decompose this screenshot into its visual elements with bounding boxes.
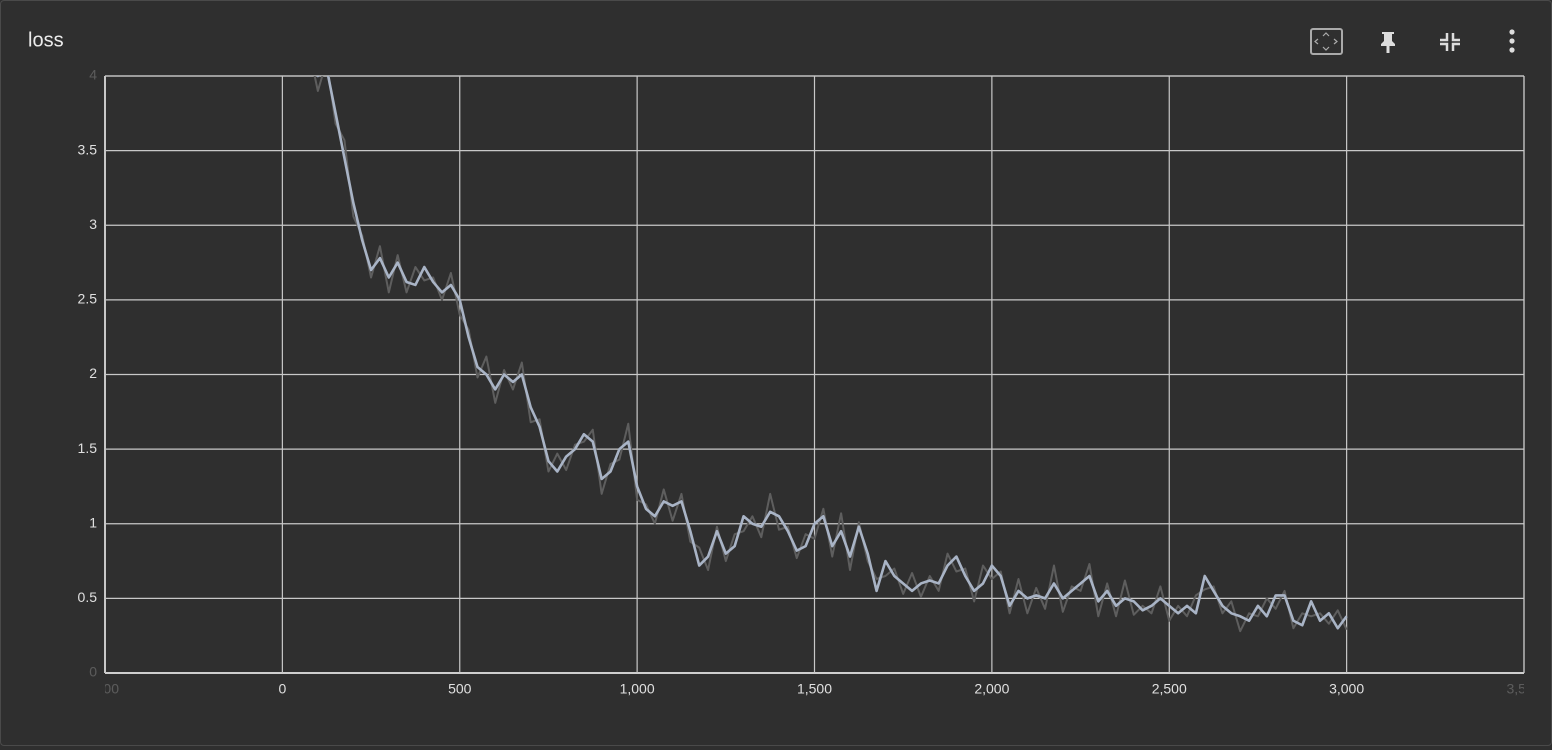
y-tick-label: 2 <box>89 365 97 381</box>
x-tick-label: 2,000 <box>974 681 1009 697</box>
more-menu-button[interactable] <box>1509 29 1515 53</box>
raw-line <box>313 76 1348 633</box>
y-tick-label: 3.5 <box>78 141 98 157</box>
tick-labels: 00.511.522.533.54-500 0 500 1,000 1,500 2,000… <box>78 67 1541 697</box>
y-tick-label: 0.5 <box>78 589 98 605</box>
pin-button[interactable] <box>1381 32 1395 53</box>
grid <box>104 75 1525 674</box>
x-tick-label: 3,000 <box>1329 681 1364 697</box>
x-tick-label: 0 <box>278 681 286 697</box>
x-tick-label: 500 <box>448 681 472 697</box>
y-tick-label: 1 <box>89 514 97 530</box>
y-tick-label: 0 <box>89 664 97 680</box>
x-tick-label: 2,500 <box>1152 681 1187 697</box>
y-tick-label: 2.5 <box>78 291 98 307</box>
y-tick-label: 3 <box>89 216 97 232</box>
y-tick-label: 1.5 <box>78 440 98 456</box>
fit-domain-button[interactable] <box>1310 28 1343 55</box>
chart-title: loss <box>28 29 64 51</box>
collapse-button[interactable] <box>1440 33 1460 51</box>
smoothed-line <box>316 76 1348 630</box>
y-tick-label: 4 <box>89 67 97 83</box>
x-tick-label: 3,500 <box>1506 681 1541 697</box>
x-tick-label: 1,500 <box>797 681 832 697</box>
x-tick-label: 1,000 <box>620 681 655 697</box>
plot-area <box>313 76 1348 633</box>
x-tick-label: -500 <box>91 681 119 697</box>
